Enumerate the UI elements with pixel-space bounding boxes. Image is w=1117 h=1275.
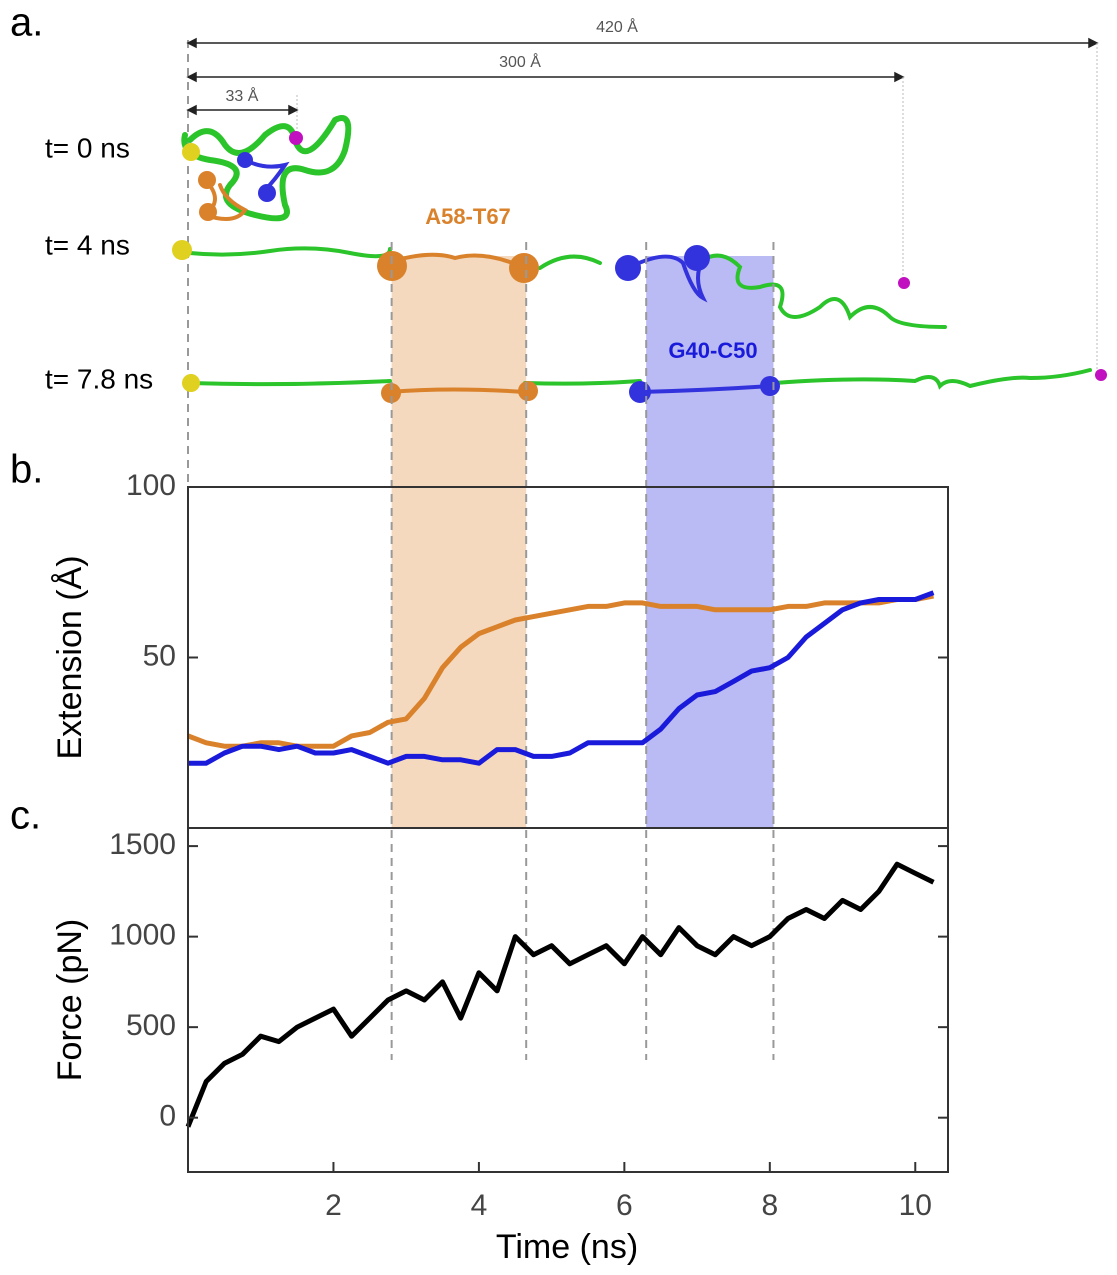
x-tick-label: 6	[616, 1189, 633, 1222]
y-tick-label: 0	[159, 1100, 176, 1133]
y-tick-label: 100	[126, 469, 176, 502]
y-axis-label: Force (pN)	[51, 919, 89, 1081]
time-label: t= 4 ns	[45, 229, 130, 260]
y-tick-label: 1000	[109, 919, 176, 952]
y-tick-label: 50	[143, 639, 176, 672]
x-tick-label: 2	[325, 1189, 342, 1222]
panel-label: a.	[10, 1, 43, 45]
plot-frame	[187, 486, 949, 829]
data-line	[185, 861, 935, 1128]
x-tick-label: 4	[471, 1189, 488, 1222]
y-tick-label: 1500	[109, 828, 176, 861]
data-line	[188, 590, 935, 766]
scale-label: 33 Å	[226, 86, 259, 105]
x-tick-label: 8	[761, 1189, 778, 1222]
panel-label: b.	[10, 448, 43, 492]
scale-label: 420 Å	[596, 17, 638, 36]
panel-label: c.	[10, 794, 41, 838]
x-axis-label: Time (ns)	[496, 1228, 638, 1266]
x-tick-label: 10	[899, 1189, 932, 1222]
y-axis-label: Extension (Å)	[51, 555, 89, 759]
span-label: A58-T67	[425, 204, 511, 229]
time-label: t= 0 ns	[45, 132, 130, 163]
data-line	[187, 593, 934, 749]
scale-arrows	[186, 37, 1099, 116]
spans	[391, 256, 774, 828]
scale-label: 300 Å	[499, 52, 541, 71]
highlight-span	[646, 256, 774, 828]
time-label: t= 7.8 ns	[45, 363, 153, 394]
y-tick-label: 500	[126, 1009, 176, 1042]
molecules	[181, 115, 1092, 394]
plot-frame	[187, 827, 949, 1173]
highlight-span	[391, 256, 527, 828]
span-label: G40-C50	[668, 338, 757, 363]
